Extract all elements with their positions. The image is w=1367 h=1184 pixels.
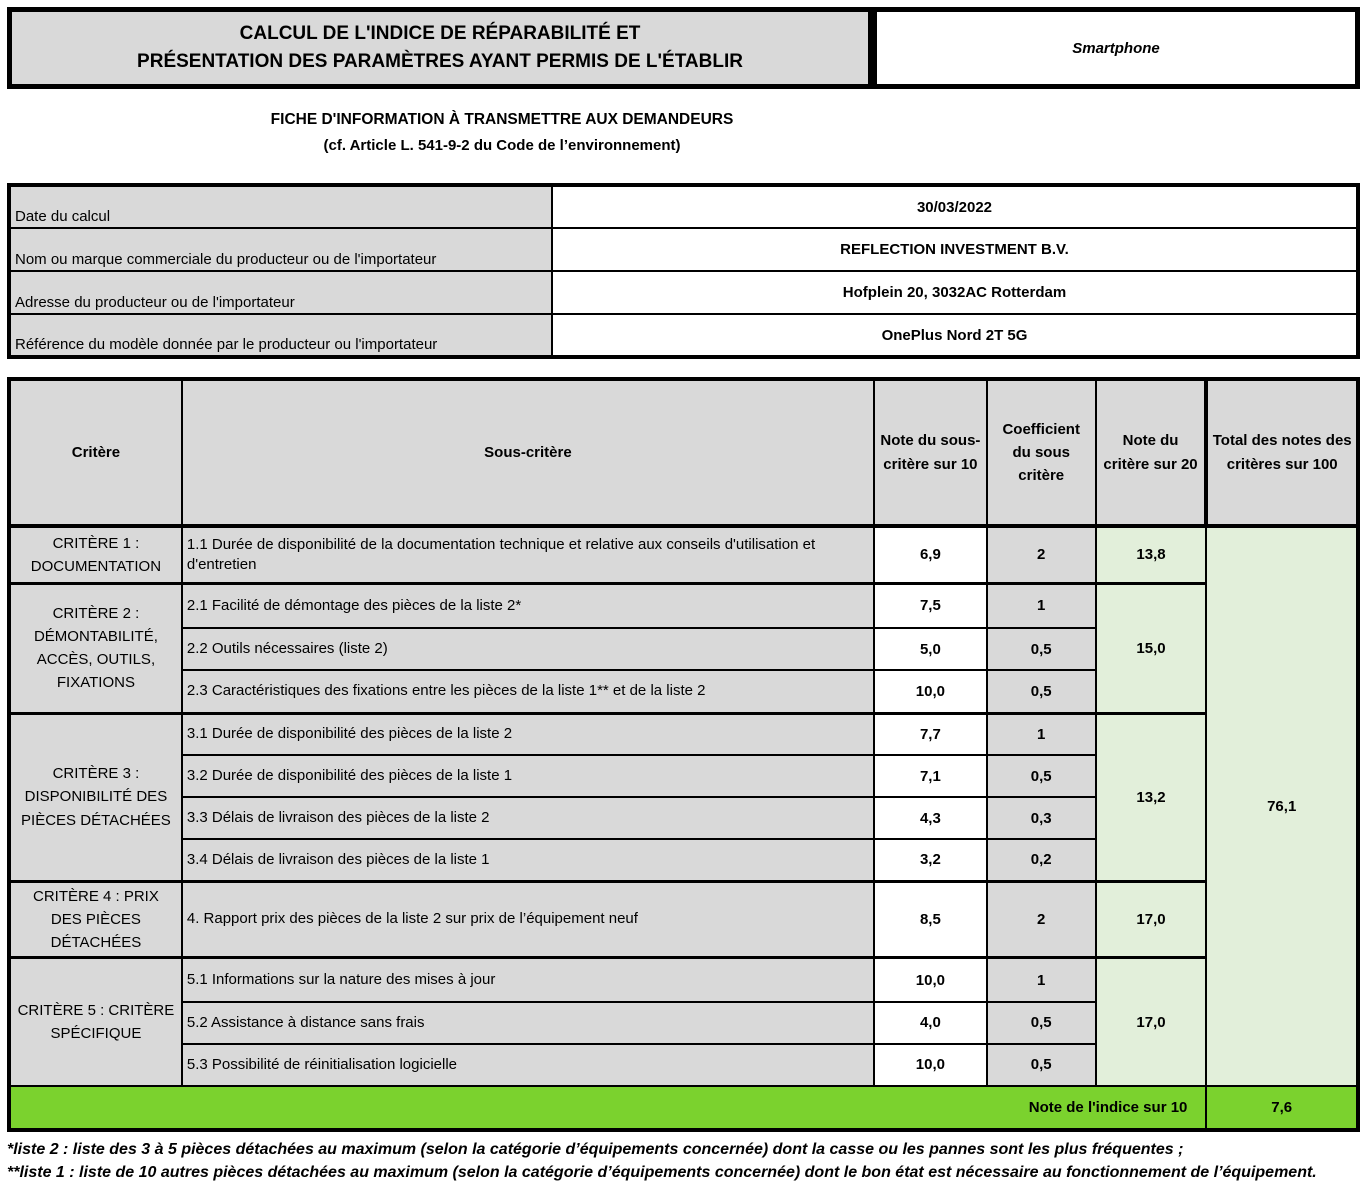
info-label: Nom ou marque commerciale du producteur … xyxy=(8,227,553,273)
footnote-line: *liste 2 : liste des 3 à 5 pièces détach… xyxy=(7,1140,1184,1158)
sub-criterion-cell: 3.3 Délais de livraison des pièces de la… xyxy=(180,796,876,841)
sub-criterion-cell: 5.2 Assistance à distance sans frais xyxy=(180,1001,876,1045)
total-score-cell: 76,1 xyxy=(1205,524,1359,1087)
title-line1: CALCUL DE L'INDICE DE RÉPARABILITÉ ET xyxy=(239,23,641,44)
sub-score-cell: 8,5 xyxy=(873,879,988,959)
criterion-cell: CRITÈRE 3 : DISPONIBILITÉ DES PIÈCES DÉT… xyxy=(8,711,183,883)
criterion-cell: CRITÈRE 5 : CRITÈRE SPÉCIFIQUE xyxy=(8,956,183,1087)
info-label: Date du calcul xyxy=(8,184,553,230)
criterion-score-cell: 15,0 xyxy=(1094,581,1208,715)
sub-score-cell: 10,0 xyxy=(873,956,988,1003)
coefficient-cell: 0,5 xyxy=(985,669,1097,715)
sub-score-cell: 3,2 xyxy=(873,838,988,883)
criterion-score-cell: 17,0 xyxy=(1094,956,1208,1087)
final-score-value: 7,6 xyxy=(1205,1085,1359,1131)
sub-criterion-cell: 3.4 Délais de livraison des pièces de la… xyxy=(180,838,876,883)
col-header-sub-score: Note du sous-critère sur 10 xyxy=(873,378,988,529)
criterion-cell: CRITÈRE 4 : PRIX DES PIÈCES DÉTACHÉES xyxy=(8,879,183,959)
sub-score-cell: 10,0 xyxy=(873,1043,988,1087)
sub-criterion-cell: 2.2 Outils nécessaires (liste 2) xyxy=(180,627,876,672)
coefficient-cell: 0,3 xyxy=(985,796,1097,841)
info-label: Référence du modèle donnée par le produc… xyxy=(8,313,553,359)
criteria-row: 5.2 Assistance à distance sans frais 4,0 0… xyxy=(9,1001,1358,1045)
criteria-row: 2.3 Caractéristiques des fixations entre… xyxy=(9,669,1358,715)
criterion-score-cell: 13,8 xyxy=(1094,524,1208,585)
document-title: CALCUL DE L'INDICE DE RÉPARABILITÉ ET PR… xyxy=(7,7,873,90)
criteria-row: CRITÈRE 2 : DÉMONTABILITÉ, ACCÈS, OUTILS… xyxy=(8,581,1358,715)
sub-criterion-cell: 2.1 Facilité de démontage des pièces de … xyxy=(180,581,876,630)
criteria-row: CRITÈRE 1 : DOCUMENTATION 1.1 Durée de di… xyxy=(8,524,1359,1087)
criteria-row: 3.2 Durée de disponibilité des pièces de… xyxy=(9,754,1358,799)
sub-criterion-cell: 5.3 Possibilité de réinitialisation logi… xyxy=(180,1043,876,1087)
coefficient-cell: 1 xyxy=(985,956,1097,1003)
sub-score-cell: 4,3 xyxy=(873,796,988,841)
sub-score-cell: 6,9 xyxy=(873,524,988,585)
info-label: Adresse du producteur ou de l'importateu… xyxy=(8,270,553,316)
coefficient-cell: 0,5 xyxy=(985,627,1097,672)
product-type-box: Smartphone xyxy=(873,7,1360,90)
info-value: OnePlus Nord 2T 5G xyxy=(551,313,1359,359)
footnote-line: **liste 1 : liste de 10 autres pièces dé… xyxy=(7,1164,1317,1182)
sub-score-cell: 7,5 xyxy=(873,581,988,630)
producer-info-table: Date du calcul 30/03/2022 Nom ou marque co… xyxy=(7,183,1360,360)
col-header-criterion: Critère xyxy=(8,378,183,529)
coefficient-cell: 1 xyxy=(985,581,1097,630)
info-row: Adresse du producteur ou de l'importateu… xyxy=(8,270,1359,316)
sub-criterion-cell: 4. Rapport prix des pièces de la liste 2… xyxy=(180,879,876,959)
coefficient-cell: 2 xyxy=(985,524,1097,585)
info-row: Référence du modèle donnée par le produc… xyxy=(8,313,1359,359)
criteria-row: 3.4 Délais de livraison des pièces de la… xyxy=(9,838,1358,883)
sub-criterion-cell: 2.3 Caractéristiques des fixations entre… xyxy=(180,669,876,715)
col-header-criterion-score: Note du critère sur 20 xyxy=(1094,378,1208,529)
footnotes: *liste 2 : liste des 3 à 5 pièces détach… xyxy=(7,1138,1360,1184)
coefficient-cell: 0,5 xyxy=(985,754,1097,799)
criteria-row: 3.3 Délais de livraison des pièces de la… xyxy=(9,796,1358,841)
header: CALCUL DE L'INDICE DE RÉPARABILITÉ ET PR… xyxy=(7,7,1360,90)
criteria-table: Critère Sous-critère Note du sous-critèr… xyxy=(7,377,1360,1132)
subtitle: FICHE D'INFORMATION À TRANSMETTRE AUX DE… xyxy=(7,111,997,154)
criteria-row: CRITÈRE 3 : DISPONIBILITÉ DES PIÈCES DÉT… xyxy=(8,711,1358,883)
coefficient-cell: 2 xyxy=(985,879,1097,959)
sub-score-cell: 7,1 xyxy=(873,754,988,799)
info-value: 30/03/2022 xyxy=(551,184,1359,230)
sub-criterion-cell: 3.1 Durée de disponibilité des pièces de… xyxy=(180,711,876,757)
coefficient-cell: 0,5 xyxy=(985,1001,1097,1045)
criterion-score-cell: 17,0 xyxy=(1094,879,1208,959)
col-header-sub-criterion: Sous-critère xyxy=(180,378,876,529)
title-line2: PRÉSENTATION DES PARAMÈTRES AYANT PERMIS… xyxy=(137,50,743,72)
subtitle-line1: FICHE D'INFORMATION À TRANSMETTRE AUX DE… xyxy=(270,111,734,129)
info-value: REFLECTION INVESTMENT B.V. xyxy=(551,227,1359,273)
criteria-table-header-row: Critère Sous-critère Note du sous-critèr… xyxy=(8,378,1359,529)
criteria-row: 2.2 Outils nécessaires (liste 2) 5,0 0,5 xyxy=(9,627,1358,672)
subtitle-line2: (cf. Article L. 541-9-2 du Code de l’env… xyxy=(323,137,681,155)
sub-score-cell: 10,0 xyxy=(873,669,988,715)
product-type-label: Smartphone xyxy=(1072,39,1160,57)
info-row: Nom ou marque commerciale du producteur … xyxy=(8,227,1359,273)
criterion-cell: CRITÈRE 2 : DÉMONTABILITÉ, ACCÈS, OUTILS… xyxy=(8,581,183,715)
coefficient-cell: 0,2 xyxy=(985,838,1097,883)
col-header-total: Total des notes des critères sur 100 xyxy=(1204,378,1359,529)
info-value: Hofplein 20, 3032AC Rotterdam xyxy=(551,270,1359,316)
sub-criterion-cell: 5.1 Informations sur la nature des mises… xyxy=(180,956,876,1003)
criteria-row: 5.3 Possibilité de réinitialisation logi… xyxy=(9,1043,1358,1087)
sub-score-cell: 4,0 xyxy=(873,1001,988,1045)
criterion-cell: CRITÈRE 1 : DOCUMENTATION xyxy=(8,524,183,585)
criterion-score-cell: 13,2 xyxy=(1094,711,1208,883)
coefficient-cell: 0,5 xyxy=(985,1043,1097,1087)
sub-criterion-cell: 3.2 Durée de disponibilité des pièces de… xyxy=(180,754,876,799)
criteria-row: CRITÈRE 4 : PRIX DES PIÈCES DÉTACHÉES 4. … xyxy=(8,879,1358,959)
sub-score-cell: 5,0 xyxy=(873,627,988,672)
criteria-row: CRITÈRE 5 : CRITÈRE SPÉCIFIQUE 5.1 Inform… xyxy=(8,956,1358,1087)
info-row: Date du calcul 30/03/2022 xyxy=(8,184,1359,230)
final-score-label: Note de l'indice sur 10 xyxy=(7,1085,1208,1131)
sub-criterion-cell: 1.1 Durée de disponibilité de la documen… xyxy=(180,524,876,585)
sub-score-cell: 7,7 xyxy=(873,711,988,757)
final-score-row: Note de l'indice sur 10 7,6 xyxy=(7,1085,1359,1131)
col-header-coefficient: Coefficient du sous critère xyxy=(985,378,1097,529)
coefficient-cell: 1 xyxy=(985,711,1097,757)
